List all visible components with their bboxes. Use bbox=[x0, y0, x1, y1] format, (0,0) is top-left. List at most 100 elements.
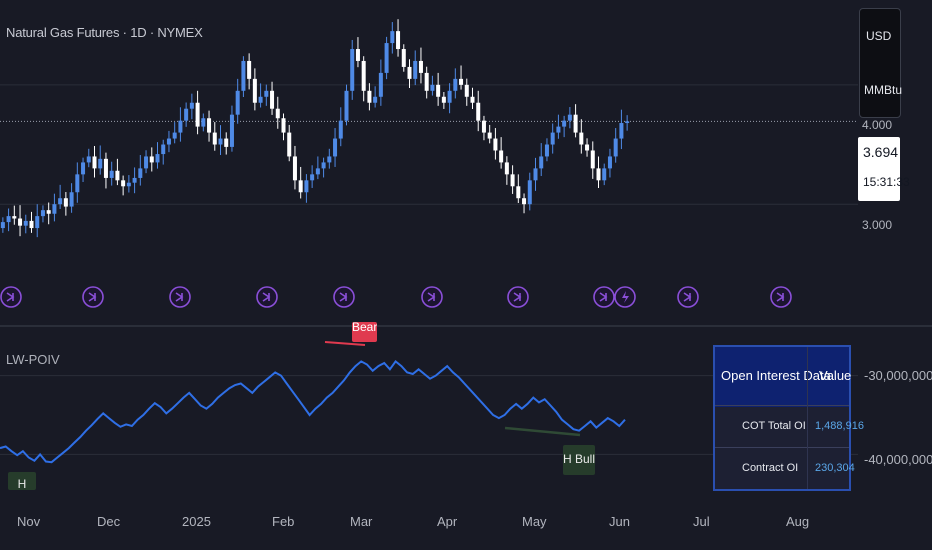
candle[interactable] bbox=[75, 162, 80, 203]
candle[interactable] bbox=[464, 78, 469, 106]
dividend-event-icon[interactable] bbox=[421, 286, 443, 308]
candle[interactable] bbox=[390, 22, 395, 54]
dividend-event-icon[interactable] bbox=[256, 286, 278, 308]
candle[interactable] bbox=[350, 39, 355, 100]
candle[interactable] bbox=[396, 19, 401, 57]
candle[interactable] bbox=[195, 90, 200, 135]
candle[interactable] bbox=[338, 107, 343, 147]
candle[interactable] bbox=[201, 113, 206, 132]
candle[interactable] bbox=[367, 83, 372, 111]
candle[interactable] bbox=[401, 44, 406, 72]
candle[interactable] bbox=[258, 83, 263, 108]
candle[interactable] bbox=[487, 124, 492, 144]
price-pane[interactable] bbox=[0, 0, 858, 326]
dividend-event-icon[interactable] bbox=[593, 286, 615, 308]
candle[interactable] bbox=[607, 148, 612, 178]
candle[interactable] bbox=[178, 107, 183, 142]
candle[interactable] bbox=[29, 211, 34, 233]
candle[interactable] bbox=[573, 104, 578, 138]
candle[interactable] bbox=[63, 192, 68, 216]
candle[interactable] bbox=[602, 163, 607, 186]
candle[interactable] bbox=[46, 202, 51, 225]
candle[interactable] bbox=[567, 107, 572, 129]
candle[interactable] bbox=[298, 166, 303, 199]
candle[interactable] bbox=[23, 214, 28, 234]
dividend-event-icon[interactable] bbox=[169, 286, 191, 308]
candle[interactable] bbox=[229, 105, 234, 152]
candle[interactable] bbox=[436, 72, 441, 106]
candle[interactable] bbox=[418, 47, 423, 84]
candle[interactable] bbox=[264, 84, 269, 106]
candle[interactable] bbox=[516, 174, 521, 203]
candle[interactable] bbox=[103, 152, 108, 189]
candle[interactable] bbox=[453, 68, 458, 99]
candle[interactable] bbox=[459, 65, 464, 90]
candle[interactable] bbox=[504, 156, 509, 185]
unit-selector[interactable]: USD MMBtu bbox=[859, 8, 903, 118]
candle[interactable] bbox=[550, 123, 555, 154]
candle[interactable] bbox=[292, 145, 297, 190]
dividend-event-icon[interactable] bbox=[677, 286, 699, 308]
candle[interactable] bbox=[18, 205, 23, 237]
candle[interactable] bbox=[149, 147, 154, 172]
candle[interactable] bbox=[344, 84, 349, 126]
candle[interactable] bbox=[252, 68, 257, 111]
candle[interactable] bbox=[447, 83, 452, 114]
candlestick-series[interactable] bbox=[0, 19, 630, 238]
candle[interactable] bbox=[138, 155, 143, 186]
candle[interactable] bbox=[355, 37, 360, 68]
candle[interactable] bbox=[321, 157, 326, 178]
candle[interactable] bbox=[499, 137, 504, 169]
candle[interactable] bbox=[81, 157, 86, 182]
candle[interactable] bbox=[109, 161, 114, 186]
candle[interactable] bbox=[544, 138, 549, 162]
candle[interactable] bbox=[619, 109, 624, 150]
candle[interactable] bbox=[310, 165, 315, 188]
candle[interactable] bbox=[92, 145, 97, 178]
candle[interactable] bbox=[493, 128, 498, 160]
candle[interactable] bbox=[533, 157, 538, 191]
candle[interactable] bbox=[590, 141, 595, 179]
candle[interactable] bbox=[86, 148, 91, 168]
candle[interactable] bbox=[155, 142, 160, 169]
candle[interactable] bbox=[247, 53, 252, 90]
candle[interactable] bbox=[241, 56, 246, 98]
candle[interactable] bbox=[207, 110, 212, 142]
candle[interactable] bbox=[556, 114, 561, 139]
candle[interactable] bbox=[585, 138, 590, 157]
candle[interactable] bbox=[413, 50, 418, 86]
candle[interactable] bbox=[441, 92, 446, 109]
candle[interactable] bbox=[235, 78, 240, 124]
candle[interactable] bbox=[373, 86, 378, 108]
candle[interactable] bbox=[315, 156, 320, 180]
candle[interactable] bbox=[625, 115, 630, 131]
candle[interactable] bbox=[539, 143, 544, 177]
dividend-event-icon[interactable] bbox=[507, 286, 529, 308]
dividend-event-icon[interactable] bbox=[333, 286, 355, 308]
candle[interactable] bbox=[69, 183, 74, 213]
candle[interactable] bbox=[430, 75, 435, 96]
candle[interactable] bbox=[287, 124, 292, 162]
candle[interactable] bbox=[0, 217, 5, 233]
candle[interactable] bbox=[304, 174, 309, 203]
candle[interactable] bbox=[132, 167, 137, 194]
candle[interactable] bbox=[52, 193, 57, 222]
candle[interactable] bbox=[161, 139, 166, 165]
candle[interactable] bbox=[327, 148, 332, 169]
candle[interactable] bbox=[184, 102, 189, 127]
candle[interactable] bbox=[522, 193, 527, 214]
candle[interactable] bbox=[144, 150, 149, 174]
candle[interactable] bbox=[115, 158, 120, 186]
candle[interactable] bbox=[224, 132, 229, 155]
candle[interactable] bbox=[40, 205, 45, 223]
candle[interactable] bbox=[613, 128, 618, 163]
candle[interactable] bbox=[596, 156, 601, 188]
candle[interactable] bbox=[218, 125, 223, 156]
candle[interactable] bbox=[189, 93, 194, 120]
candle[interactable] bbox=[212, 122, 217, 151]
candle[interactable] bbox=[384, 36, 389, 80]
earnings-event-icon[interactable] bbox=[614, 286, 636, 308]
unit-label[interactable]: MMBtu bbox=[864, 83, 903, 97]
dividend-event-icon[interactable] bbox=[770, 286, 792, 308]
